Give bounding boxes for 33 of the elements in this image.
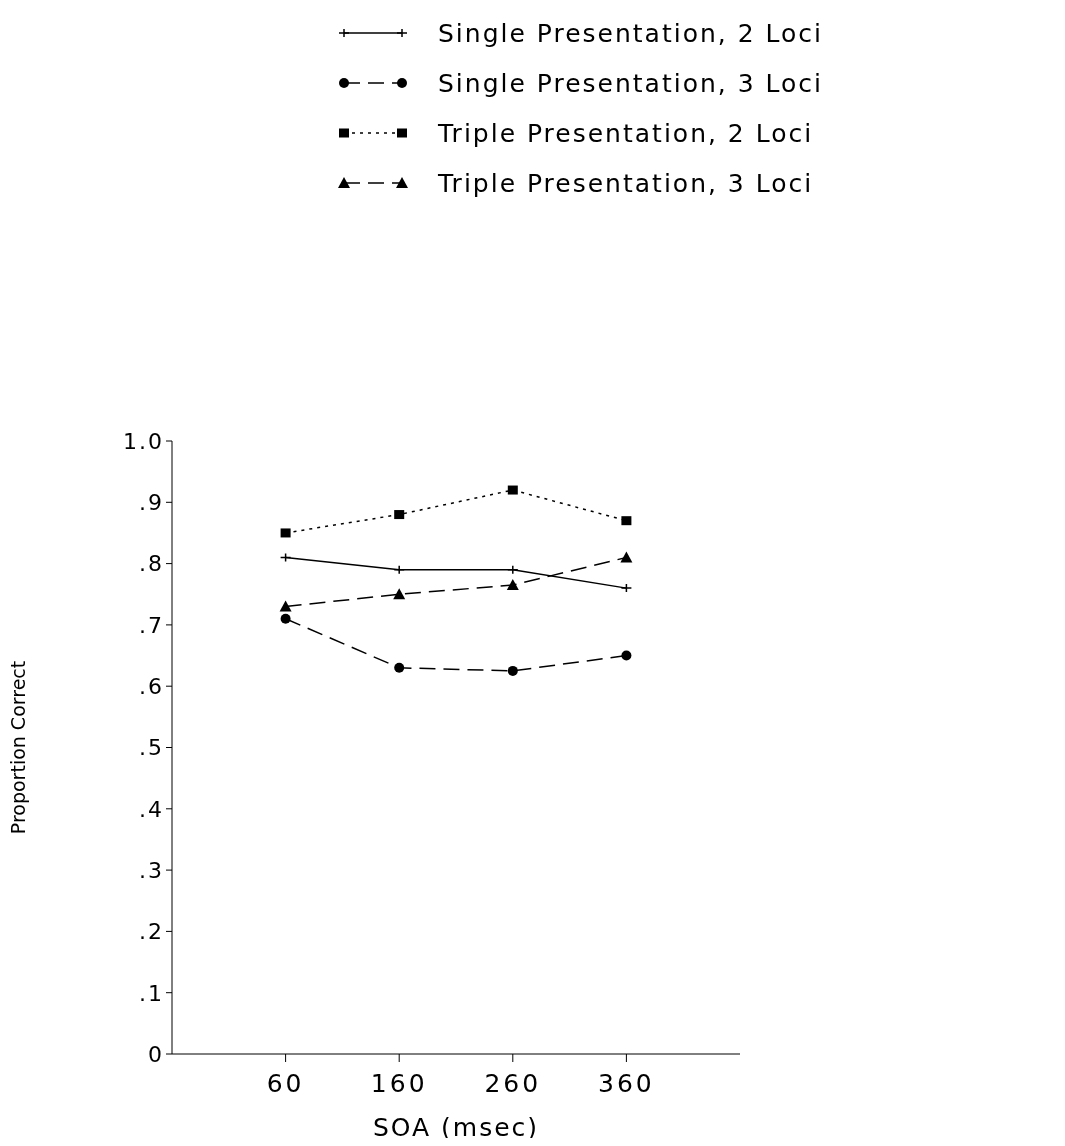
legend-label: Triple Presentation, 3 Loci	[438, 168, 814, 198]
y-tick-label: .5	[139, 735, 164, 761]
point	[620, 551, 633, 563]
point	[507, 665, 518, 676]
y-tick-label: .4	[139, 796, 164, 822]
y-tick-label: .7	[139, 612, 164, 638]
legend-label: Triple Presentation, 2 Loci	[438, 118, 814, 148]
point	[507, 485, 518, 495]
y-tick-label: 1.0	[123, 428, 164, 454]
point	[621, 650, 632, 661]
point	[280, 613, 291, 624]
point	[394, 662, 405, 673]
legend-label: Single Presentation, 2 Loci	[438, 18, 824, 48]
y-tick-label: .3	[139, 857, 164, 883]
x-tick-label: 160	[370, 1068, 428, 1098]
y-tick-label: .1	[139, 980, 164, 1006]
x-tick-label: 260	[484, 1068, 542, 1098]
y-axis-title: Proportion Correct	[6, 660, 29, 835]
point	[279, 600, 292, 612]
y-tick-label: .2	[139, 919, 164, 945]
y-tick-label: .8	[139, 551, 164, 577]
y-tick-label: .9	[139, 490, 164, 516]
point	[506, 579, 519, 591]
point	[393, 588, 406, 600]
y-tick-label: .6	[139, 674, 164, 700]
point	[621, 516, 632, 526]
point	[280, 528, 291, 538]
legend-label: Single Presentation, 3 Loci	[438, 68, 824, 98]
x-tick-label: 60	[266, 1068, 305, 1098]
point	[394, 510, 405, 520]
x-tick-label: 360	[598, 1068, 655, 1098]
y-tick-label: 0	[148, 1041, 164, 1067]
point	[620, 583, 633, 593]
